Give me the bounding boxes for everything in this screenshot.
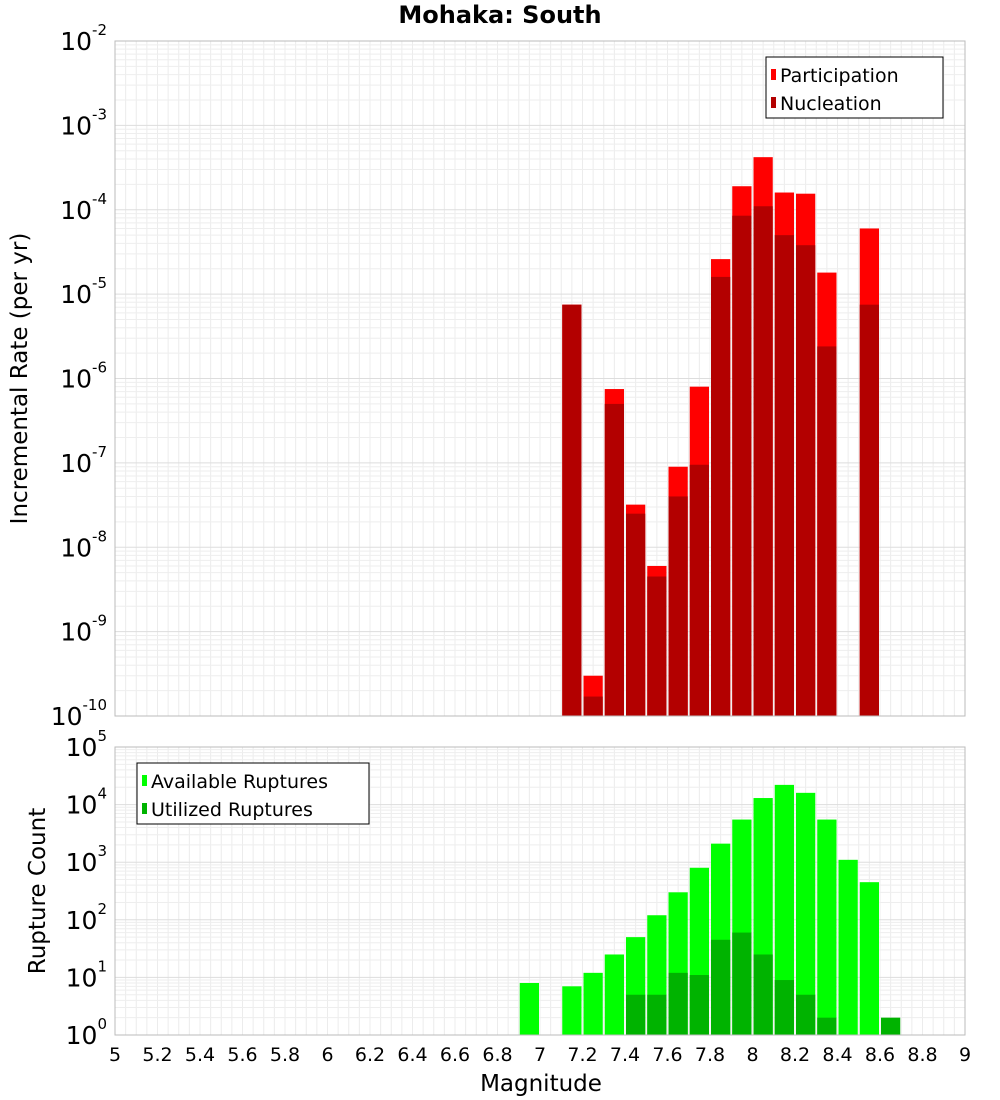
x-tick-label: 8 [746,1044,758,1066]
legend-box [136,762,370,825]
x-tick-label: 7 [534,1044,546,1066]
count-bar [711,939,731,1035]
chart-title: Mohaka: South [398,1,601,29]
y-tick-label: 100 [66,1015,107,1050]
x-tick-labels: 5 5.2 5.4 5.6 5.8 6 6.2 6.4 6.6 6.8 7 7.2 7.4 7.6 7.8 8… [109,1044,971,1066]
rate-bar [859,304,879,716]
legend-label: Available Ruptures [151,771,328,793]
count-bar [647,994,667,1035]
rate-series-1 [562,206,879,717]
rate-bar [796,245,816,717]
count-bar [859,882,879,1035]
count-bar [604,954,624,1035]
count-bar [838,859,858,1035]
y-tick-label: 10-5 [60,274,107,309]
count-bar [881,1017,901,1035]
y-tick-label: 101 [66,957,107,992]
rate-bar [626,513,646,716]
count-bar [774,980,794,1035]
y-tick-label: 10-2 [60,21,107,56]
x-tick-label: 7.8 [695,1044,725,1066]
x-tick-label: 8.2 [780,1044,810,1066]
y-tick-label: 103 [66,842,107,877]
rate-legend: Participation Nucleation [765,56,944,119]
x-tick-label: 7.4 [610,1044,640,1066]
rate-bar [583,696,603,716]
legend-swatch [771,69,776,80]
x-tick-label: 6.8 [482,1044,512,1066]
y-tick-label: 102 [66,900,107,935]
x-tick-label: 7.6 [652,1044,682,1066]
rate-bar [604,403,624,716]
count-y-axis-label: Rupture Count [25,808,51,974]
x-tick-label: 8.4 [822,1044,852,1066]
legend-swatch [771,97,776,108]
rate-bar [668,496,688,716]
rate-bar [689,464,709,716]
legend-swatch [142,803,147,814]
legend-label: Utilized Ruptures [151,799,313,821]
count-bar [519,982,539,1035]
x-tick-label: 5.8 [270,1044,300,1066]
legend-box [765,56,944,119]
x-axis-label: Magnitude [480,1071,602,1097]
count-legend: Available Ruptures Utilized Ruptures [136,762,370,825]
y-tick-label: 10-7 [60,443,107,478]
rate-bar [753,206,773,716]
legend-label: Nucleation [780,93,882,115]
count-bar [562,986,582,1035]
count-bar [796,994,816,1035]
x-tick-label: 5.4 [185,1044,215,1066]
x-tick-label: 6.2 [355,1044,385,1066]
count-bar [689,975,709,1035]
y-tick-label: 10-3 [60,105,107,140]
rate-bar [774,235,794,716]
count-bar [668,972,688,1035]
count-plot-border [114,746,966,1036]
y-tick-label: 105 [66,727,107,762]
legend-label: Participation [780,65,899,87]
y-tick-label: 10-4 [60,190,107,225]
count-bar [753,954,773,1035]
count-series-1 [626,932,901,1035]
count-bar [817,819,837,1035]
rate-bar [711,276,731,716]
rate-bar [647,576,667,716]
x-tick-label: 5.2 [142,1044,172,1066]
x-tick-label: 5 [109,1044,121,1066]
y-tick-label: 10-8 [60,527,107,562]
rate-bar [562,304,582,716]
count-bar [774,784,794,1035]
count-bar [796,792,816,1035]
x-tick-label: 8.8 [907,1044,937,1066]
y-tick-label: 104 [66,785,107,820]
x-tick-label: 5.6 [227,1044,257,1066]
y-tick-label: 10-10 [51,696,107,731]
x-tick-label: 6.6 [440,1044,470,1066]
rate-bar [732,215,752,717]
count-bar [626,994,646,1035]
y-tick-label: 10-6 [60,359,107,394]
count-panel: 100 101 102 103 104 105 Rupture Count Available… [25,727,966,1050]
x-tick-label: 6.4 [397,1044,427,1066]
rate-bar [817,346,837,716]
x-tick-label: 8.6 [865,1044,895,1066]
rate-panel: 10-10 10-9 10-8 10-7 10-6 10-5 10-4 10-3 10-2 Inc… [7,21,966,731]
count-bar [732,932,752,1035]
rate-grid [114,41,966,717]
x-tick-label: 9 [959,1044,971,1066]
x-tick-label: 7.2 [567,1044,597,1066]
y-tick-label: 10-9 [60,612,107,647]
count-bar [817,1017,837,1035]
legend-swatch [142,775,147,786]
rate-y-axis-label: Incremental Rate (per yr) [7,233,33,525]
rate-plot-border [114,40,966,717]
x-tick-label: 6 [321,1044,333,1066]
count-bar [583,972,603,1035]
